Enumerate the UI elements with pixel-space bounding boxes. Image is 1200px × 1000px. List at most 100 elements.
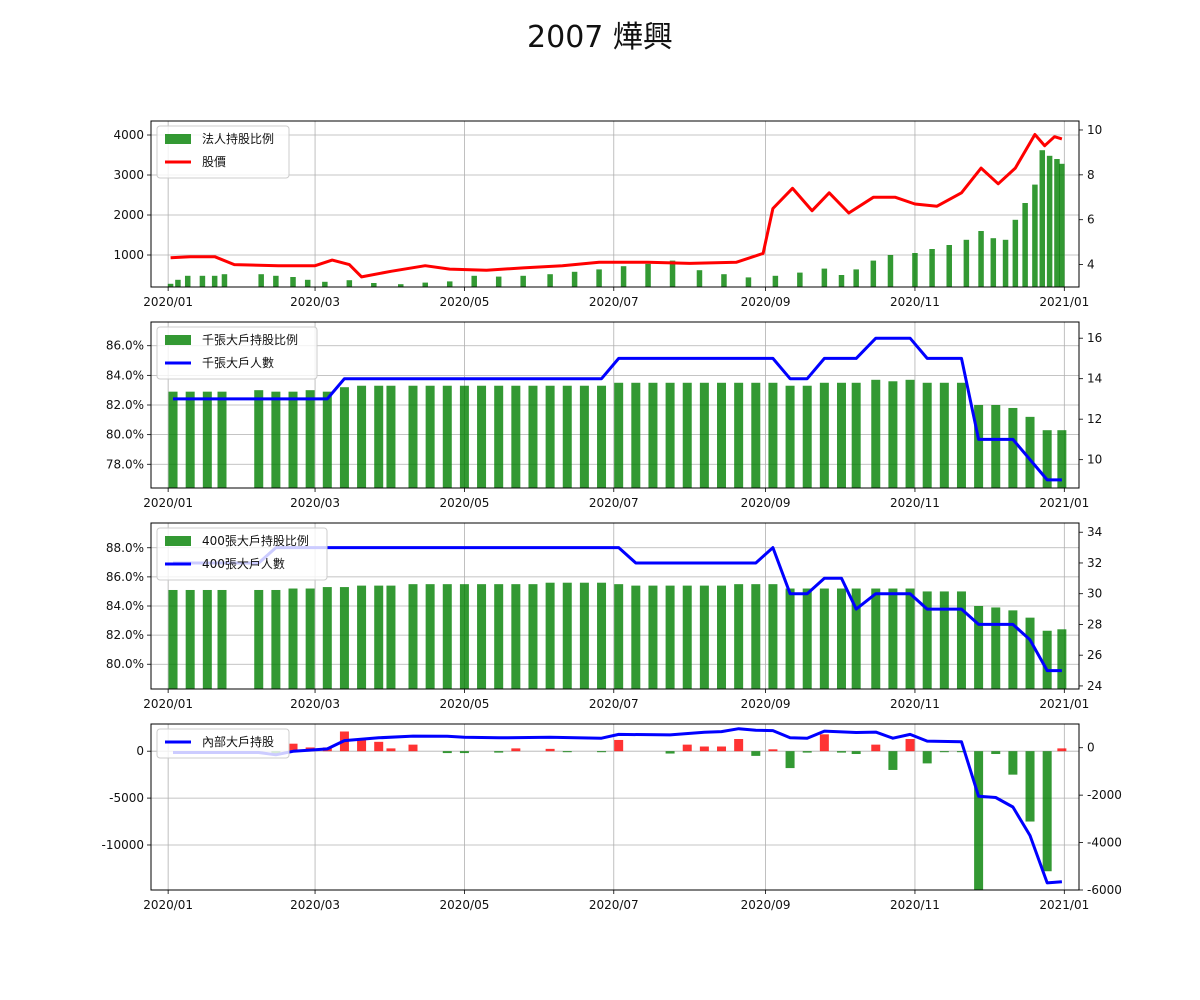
bar — [1032, 184, 1038, 287]
bar — [386, 585, 396, 689]
bar — [991, 607, 1001, 689]
bar — [768, 382, 778, 488]
bar — [597, 385, 607, 488]
bar — [446, 281, 453, 287]
legend-label: 400張大戶持股比例 — [202, 533, 309, 548]
bar — [939, 382, 949, 488]
legend-label: 內部大戶持股 — [202, 734, 274, 749]
bar — [751, 751, 761, 756]
bar — [905, 588, 915, 689]
bar — [1008, 407, 1018, 488]
chart-panel-1: 2020/01 2020/03 2020/05 2020/07 2020/09 2020/… — [113, 120, 1102, 309]
y-right-tick-label: 30 — [1087, 587, 1102, 601]
bar — [408, 584, 418, 689]
bar — [751, 584, 761, 689]
bar — [929, 249, 935, 287]
y-right-tick-label: 24 — [1087, 679, 1102, 693]
bar — [990, 238, 997, 287]
y-right-tick-label: 16 — [1087, 331, 1102, 345]
legend-bar-swatch — [165, 335, 191, 345]
bar — [699, 746, 709, 752]
bar — [386, 748, 396, 752]
x-tick-label: 2020/09 — [741, 898, 791, 912]
bar — [520, 275, 526, 287]
bar — [217, 589, 227, 689]
bar — [494, 751, 504, 753]
y-right-tick-label: 0 — [1087, 741, 1095, 755]
bar — [511, 748, 521, 752]
bar — [734, 382, 744, 488]
bar — [717, 382, 727, 488]
bar — [734, 584, 744, 689]
y-left-tick-label: 82.0% — [106, 398, 144, 412]
bar — [511, 385, 521, 488]
bar — [357, 385, 367, 488]
legend-bar-swatch — [165, 536, 191, 546]
bar — [1042, 430, 1052, 488]
bar — [494, 584, 504, 689]
legend-label: 400張大戶人數 — [202, 557, 285, 571]
bar — [699, 585, 709, 689]
y-right-tick-label: 12 — [1087, 412, 1102, 426]
x-tick-label: 2020/09 — [741, 295, 791, 309]
bar — [978, 231, 984, 287]
bar — [290, 277, 296, 287]
y-right-tick-label: 4 — [1087, 258, 1095, 272]
y-right-tick-label: -2000 — [1087, 788, 1122, 802]
bar — [305, 588, 315, 689]
bar — [1008, 751, 1018, 775]
y-right-tick-label: 32 — [1087, 556, 1102, 570]
bar — [322, 281, 328, 287]
bar — [853, 269, 859, 287]
bar — [922, 591, 932, 689]
legend-box — [156, 527, 328, 581]
bar — [1025, 416, 1035, 488]
bar — [425, 385, 435, 488]
bar — [802, 751, 812, 753]
axes-frame — [150, 321, 1080, 489]
bar — [357, 739, 367, 752]
bar — [545, 748, 555, 752]
bar — [717, 585, 727, 689]
axes-frame — [150, 120, 1080, 288]
legend-label: 千張大戶持股比例 — [202, 332, 298, 347]
bar — [1057, 629, 1067, 689]
x-tick-label: 2021/01 — [1039, 697, 1089, 711]
x-tick-label: 2020/11 — [890, 898, 940, 912]
bar — [721, 274, 727, 287]
x-tick-label: 2020/05 — [439, 898, 489, 912]
bar — [665, 382, 675, 488]
bar — [386, 385, 396, 488]
bar — [346, 280, 353, 287]
bar — [802, 385, 812, 488]
y-left-tick-label: 4000 — [113, 128, 144, 142]
bar — [442, 751, 452, 754]
bar — [442, 584, 452, 689]
bar — [471, 275, 477, 287]
bar — [1002, 239, 1009, 287]
bar — [887, 255, 894, 287]
bar — [597, 751, 607, 753]
bar — [836, 751, 846, 753]
y-left-tick-label: 3000 — [113, 168, 144, 182]
bar — [912, 253, 918, 287]
bar — [645, 263, 651, 287]
bar — [614, 739, 624, 752]
y-right-tick-label: 26 — [1087, 648, 1102, 662]
bar — [888, 751, 898, 770]
bar — [408, 744, 418, 752]
y-right-tick-label: 10 — [1087, 453, 1102, 467]
y-left-tick-label: -10000 — [101, 838, 144, 852]
bar — [871, 379, 881, 488]
bar — [477, 385, 487, 488]
bar — [545, 385, 555, 488]
line-series — [173, 546, 1062, 673]
x-tick-label: 2020/01 — [143, 496, 193, 510]
y-left-tick-label: 84.0% — [106, 368, 144, 382]
y-left-tick-label: 0 — [136, 744, 144, 758]
legend: 400張大戶持股比例 400張大戶人數 — [156, 527, 328, 581]
bar — [1008, 610, 1018, 689]
bar — [734, 739, 744, 752]
bar — [751, 382, 761, 488]
